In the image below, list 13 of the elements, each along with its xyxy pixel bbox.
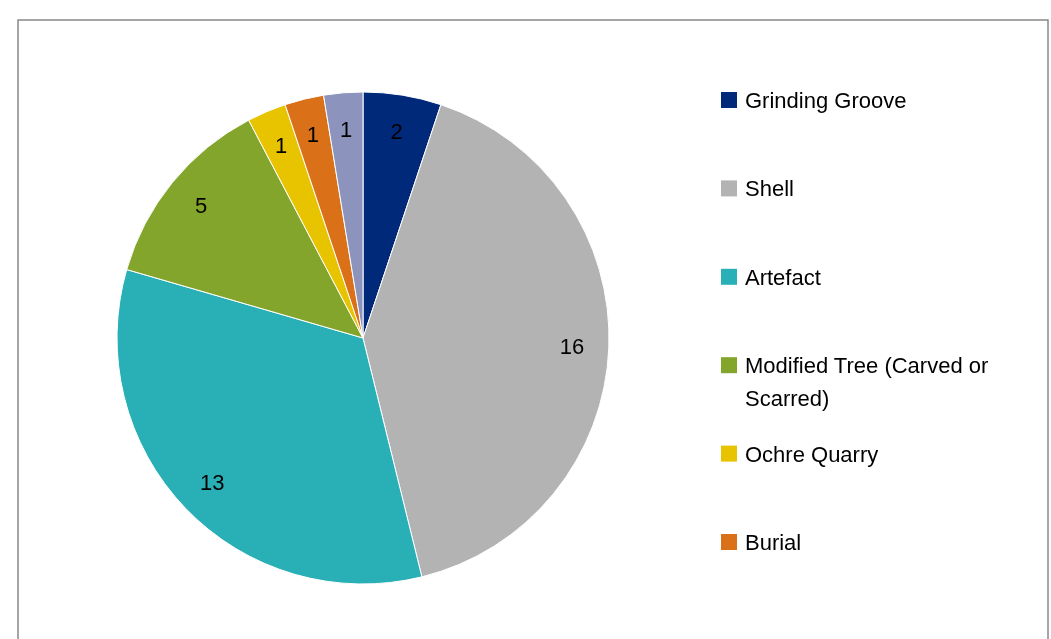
data-label: 5 — [194, 193, 208, 219]
data-label: 1 — [340, 117, 353, 143]
legend-label: Ochre Quarry — [745, 441, 879, 467]
data-label: 1 — [306, 122, 320, 148]
legend-label: Artefact — [745, 264, 821, 290]
legend-label: Modified Tree (Carved or Scarred) — [745, 352, 989, 411]
data-label: 13 — [199, 470, 225, 496]
data-label: 2 — [390, 119, 403, 145]
data-label: 1 — [274, 133, 288, 159]
legend-label: Burial — [745, 529, 802, 555]
legend-label: Shell — [745, 175, 794, 201]
data-label: 16 — [559, 333, 585, 359]
legend-label: Grinding Groove — [745, 87, 907, 113]
